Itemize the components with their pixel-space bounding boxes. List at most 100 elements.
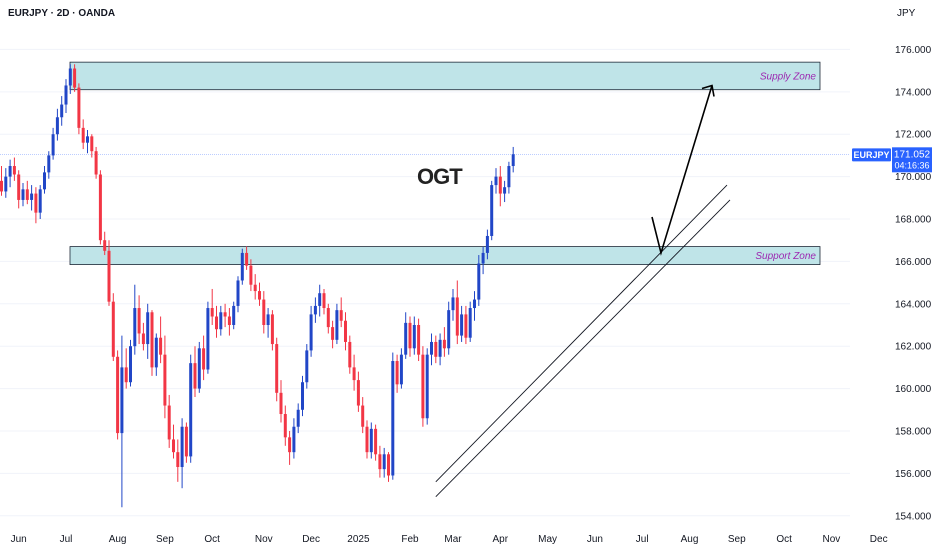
candle	[154, 333, 158, 376]
candle	[141, 322, 145, 351]
y-tick-label: 176.000	[895, 45, 932, 56]
candle-body	[43, 172, 46, 190]
supply-zone-box	[69, 61, 821, 91]
candle	[210, 288, 214, 325]
candle-body	[159, 337, 163, 355]
candle	[77, 83, 81, 135]
candle	[258, 282, 261, 306]
candle	[430, 333, 433, 366]
price-axis[interactable]: 154.000 156.000 158.000 160.000 162.000 164.0…	[895, 45, 932, 522]
candle	[283, 405, 287, 446]
candle	[447, 301, 451, 355]
x-tick-label: Nov	[255, 534, 273, 545]
candle-body	[417, 324, 421, 355]
candle-body	[94, 151, 98, 175]
candle	[249, 259, 253, 292]
candle	[473, 291, 476, 321]
candle	[12, 157, 16, 181]
candle	[369, 422, 373, 459]
candle-body	[382, 454, 386, 470]
candle	[21, 182, 25, 207]
candle	[270, 310, 274, 351]
candle	[8, 159, 12, 188]
candle-body	[163, 354, 167, 406]
candle-body	[55, 117, 59, 135]
candle-body	[146, 312, 150, 345]
candle-body	[412, 324, 416, 349]
candle-body	[34, 193, 38, 213]
candle-body	[189, 363, 193, 457]
candle	[348, 335, 352, 374]
candle-body	[391, 361, 395, 476]
x-tick-label: Jun	[587, 534, 603, 545]
candle-body	[498, 176, 502, 194]
candle-body	[227, 316, 231, 325]
candle-body	[206, 308, 210, 370]
candle-body	[21, 189, 25, 200]
candle-body	[408, 322, 412, 349]
candle	[490, 180, 494, 241]
candle	[356, 371, 360, 412]
candle-body	[249, 265, 253, 285]
candle-body	[275, 344, 279, 393]
x-tick-label: Sep	[156, 534, 174, 545]
candle-body	[313, 305, 317, 315]
candle-body	[288, 437, 292, 453]
candle	[176, 439, 180, 482]
candle	[116, 350, 120, 440]
candle-body	[455, 297, 459, 336]
candle	[227, 308, 231, 336]
candle	[206, 301, 210, 374]
candle-body	[245, 252, 249, 266]
candle-body	[485, 235, 489, 253]
candle-body	[387, 454, 390, 476]
candle	[477, 255, 481, 306]
candle-body	[503, 187, 507, 194]
x-tick-label: Sep	[728, 534, 746, 545]
candle-body	[193, 363, 197, 389]
y-tick-label: 154.000	[895, 511, 932, 522]
chart-symbol-title: EURJPY · 2D · OANDA	[8, 8, 116, 19]
candle-body	[64, 85, 68, 105]
candle-body	[477, 263, 481, 300]
candle	[279, 380, 283, 423]
candle	[275, 337, 279, 402]
candle-body	[133, 308, 137, 347]
candle-body	[356, 380, 360, 406]
candle	[507, 161, 511, 194]
time-axis[interactable]: Jun Jul Aug Sep Oct Nov Dec 2025 Feb Mar Apr May Jun…	[11, 534, 888, 545]
support-zone-box	[69, 246, 821, 265]
candle	[51, 127, 55, 160]
candle	[215, 305, 218, 338]
candle	[253, 274, 257, 300]
candle-body	[73, 68, 77, 88]
candle-body	[447, 310, 451, 349]
candle-body	[399, 354, 403, 385]
y-tick-label: 158.000	[895, 426, 932, 437]
candle	[412, 316, 416, 355]
candle-body	[348, 341, 352, 368]
candle-body	[98, 174, 102, 241]
candle	[172, 424, 175, 459]
candle	[240, 248, 244, 285]
zones: Supply Zone Support Zone	[69, 61, 821, 265]
candle-body	[335, 310, 339, 340]
candle-body	[331, 327, 335, 340]
candle-body	[262, 299, 266, 325]
grid-lines	[0, 48, 850, 517]
candle	[43, 166, 46, 194]
y-tick-label: 156.000	[895, 469, 932, 480]
x-tick-label: Aug	[109, 534, 127, 545]
candle-body	[12, 166, 16, 175]
candle-body	[253, 284, 257, 292]
candle-body	[339, 310, 343, 321]
price-tag-symbol-bg	[852, 148, 891, 162]
candle	[326, 303, 330, 334]
candle	[103, 231, 107, 256]
candle-body	[219, 312, 223, 330]
candle	[331, 320, 335, 349]
candle	[464, 305, 468, 345]
candle-body	[120, 367, 124, 434]
